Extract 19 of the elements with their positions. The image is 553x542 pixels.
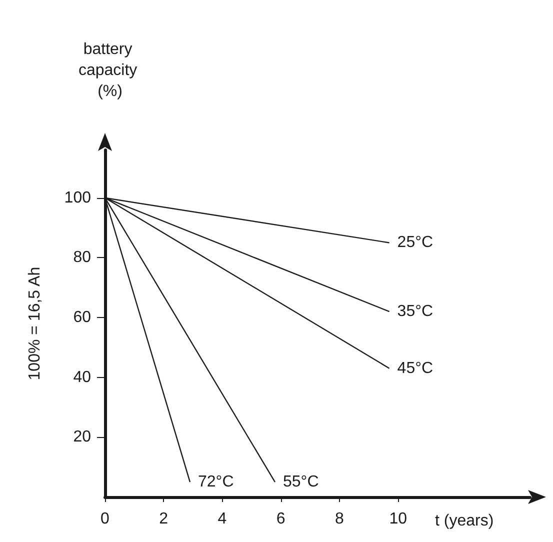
y-axis-title: 100% = 16,5 Ah bbox=[26, 266, 44, 380]
x-tick-label: 2 bbox=[159, 510, 168, 528]
x-tick-label: 8 bbox=[335, 510, 344, 528]
series-label: 45°C bbox=[397, 360, 434, 377]
series-label: 72°C bbox=[198, 474, 234, 491]
series-label: 55°C bbox=[283, 474, 319, 491]
y-tick-label: 80 bbox=[73, 249, 92, 266]
y-tick-label: 40 bbox=[73, 368, 92, 386]
x-axis-title: t (years) bbox=[435, 512, 494, 530]
x-tick-label: 6 bbox=[276, 510, 286, 528]
y-tick-label: 20 bbox=[73, 428, 92, 446]
chart-title: battery capacity (%) bbox=[78, 41, 142, 100]
series-label: 35°C bbox=[397, 303, 434, 320]
y-tick-label: 100 bbox=[64, 189, 92, 206]
y-tick-label: 60 bbox=[73, 309, 92, 326]
x-tick-label: 4 bbox=[218, 510, 227, 528]
x-tick-label: 0 bbox=[100, 510, 110, 528]
series-label: 25°C bbox=[397, 234, 434, 252]
x-tick-label: 10 bbox=[389, 510, 408, 528]
